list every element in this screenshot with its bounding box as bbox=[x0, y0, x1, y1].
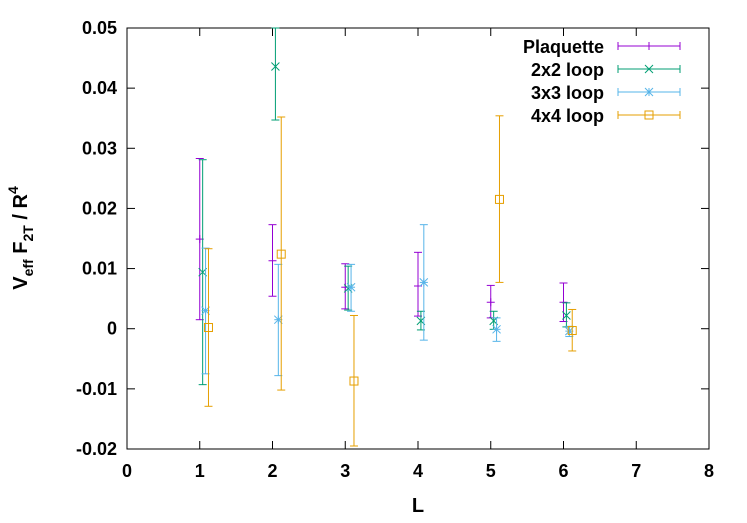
marker-stroke bbox=[644, 64, 654, 74]
legend-entry: 4x4 loop bbox=[531, 106, 681, 126]
y-label-f: F bbox=[10, 242, 32, 260]
legend-entry: 3x3 loop bbox=[531, 83, 681, 103]
marker-stroke bbox=[644, 87, 654, 97]
legend-entry: Plaquette bbox=[523, 37, 681, 57]
y-tick-label: 0.05 bbox=[82, 18, 117, 38]
legend-marker bbox=[645, 42, 653, 50]
data-point bbox=[419, 278, 429, 287]
marker-stroke bbox=[562, 311, 571, 320]
y-tick-label: 0.01 bbox=[82, 259, 117, 279]
data-point bbox=[346, 282, 356, 292]
y-label-4: 4 bbox=[5, 186, 21, 194]
x-tick-label: 4 bbox=[413, 461, 423, 481]
x-tick-label: 2 bbox=[267, 461, 277, 481]
series-4x4-loop bbox=[203, 115, 577, 447]
y-label-2t: 2T bbox=[20, 225, 36, 242]
x-tick-label: 8 bbox=[704, 461, 714, 481]
series-layer bbox=[195, 27, 577, 447]
data-point bbox=[276, 249, 286, 259]
x-tick-label: 3 bbox=[340, 461, 350, 481]
legend-marker bbox=[644, 64, 654, 74]
data-point bbox=[562, 311, 571, 320]
y-tick-label: 0.03 bbox=[82, 138, 117, 158]
marker-square bbox=[203, 323, 213, 333]
y-tick-label: 0.02 bbox=[82, 198, 117, 218]
marker-square bbox=[567, 326, 577, 336]
legend-label: 3x3 loop bbox=[531, 83, 604, 103]
legend-marker bbox=[644, 110, 654, 120]
x-tick-label: 1 bbox=[195, 461, 205, 481]
series-2x2-loop bbox=[198, 27, 571, 386]
legend-label: 4x4 loop bbox=[531, 106, 604, 126]
marker-square bbox=[494, 194, 504, 204]
y-label-r: / R bbox=[10, 193, 32, 225]
x-axis-label: L bbox=[412, 495, 424, 517]
y-tick-label: -0.02 bbox=[76, 439, 117, 459]
y-tick-label: 0.04 bbox=[82, 78, 117, 98]
legend-label: 2x2 loop bbox=[531, 60, 604, 80]
marker-square bbox=[644, 110, 654, 120]
y-tick-label: -0.01 bbox=[76, 379, 117, 399]
plot-frame bbox=[126, 27, 710, 450]
axis-ticks: 0 1 2 3 4 5 6 7 8 -0.02 -0.01 0 0.01 0.02 0.03 0.04 0.05 bbox=[76, 18, 714, 481]
x-tick-label: 5 bbox=[486, 461, 496, 481]
data-point bbox=[268, 256, 277, 265]
x-tick-label: 6 bbox=[558, 461, 568, 481]
data-point bbox=[559, 298, 568, 307]
data-point bbox=[271, 62, 280, 71]
x-tick-label: 0 bbox=[122, 461, 132, 481]
data-point bbox=[203, 323, 213, 333]
data-point bbox=[494, 194, 504, 204]
y-axis-label: Veff F2T / R4 bbox=[5, 186, 36, 290]
marker-square bbox=[276, 249, 286, 259]
y-tick-label: 0 bbox=[107, 319, 117, 339]
marker-stroke bbox=[271, 62, 280, 71]
x-tick-label: 7 bbox=[631, 461, 641, 481]
data-point bbox=[567, 326, 577, 336]
legend-marker bbox=[644, 87, 654, 97]
marker-stroke bbox=[346, 282, 356, 292]
data-point bbox=[349, 376, 359, 386]
legend-label: Plaquette bbox=[523, 37, 604, 57]
legend-entry: 2x2 loop bbox=[531, 60, 681, 80]
data-point bbox=[486, 298, 495, 307]
data-point bbox=[492, 324, 501, 334]
marker-stroke bbox=[492, 324, 501, 334]
y-label-eff: eff bbox=[20, 259, 36, 276]
y-label-v: V bbox=[10, 276, 32, 290]
marker-square bbox=[349, 376, 359, 386]
marker-stroke bbox=[419, 278, 429, 287]
series-3x3-loop bbox=[201, 224, 574, 377]
series-plaquette bbox=[195, 158, 568, 322]
legend: Plaquette 2x2 loop 3x3 loop 4x4 loop bbox=[523, 37, 681, 126]
